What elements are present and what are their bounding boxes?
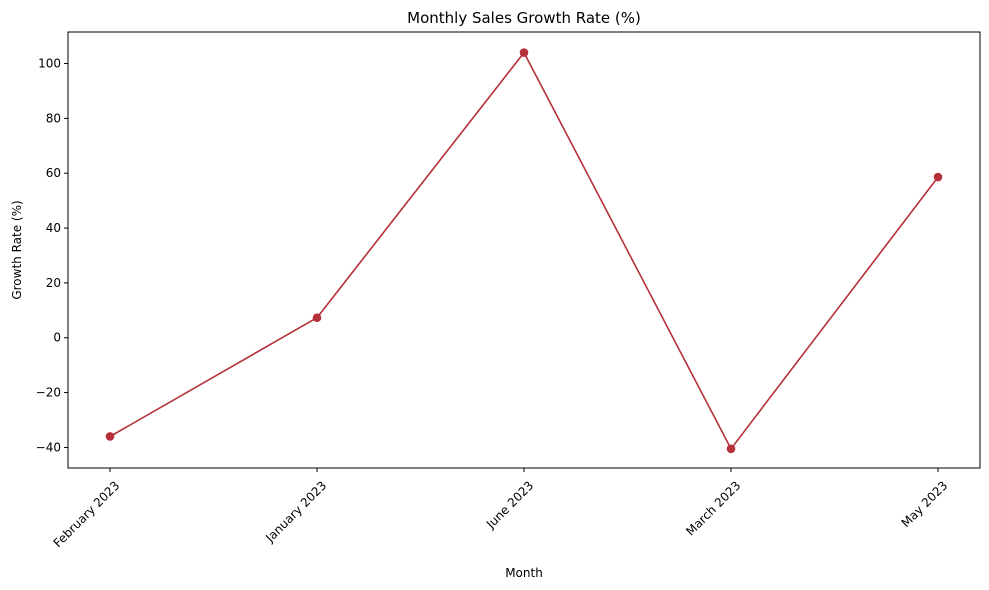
y-tick-label: 60 — [46, 166, 61, 180]
chart-title: Monthly Sales Growth Rate (%) — [407, 9, 641, 27]
plot-area — [105, 48, 943, 454]
data-point — [312, 313, 322, 323]
x-axis-label: Month — [505, 566, 543, 580]
data-point — [519, 48, 529, 57]
y-tick-label: 100 — [38, 57, 61, 71]
y-tick-label: 20 — [46, 276, 61, 290]
data-point — [933, 172, 943, 182]
data-point — [105, 432, 115, 441]
y-axis-ticks: −40 −20 0 20 40 60 80 100 — [36, 57, 68, 454]
y-tick-label: −40 — [36, 440, 61, 454]
y-tick-label: 80 — [46, 111, 61, 125]
axes-frame — [67, 31, 981, 469]
y-tick-label: −20 — [36, 386, 61, 400]
data-point — [726, 444, 736, 454]
y-tick-label: 0 — [53, 331, 61, 345]
y-axis-label: Growth Rate (%) — [10, 200, 24, 299]
y-tick-label: 40 — [46, 221, 61, 235]
